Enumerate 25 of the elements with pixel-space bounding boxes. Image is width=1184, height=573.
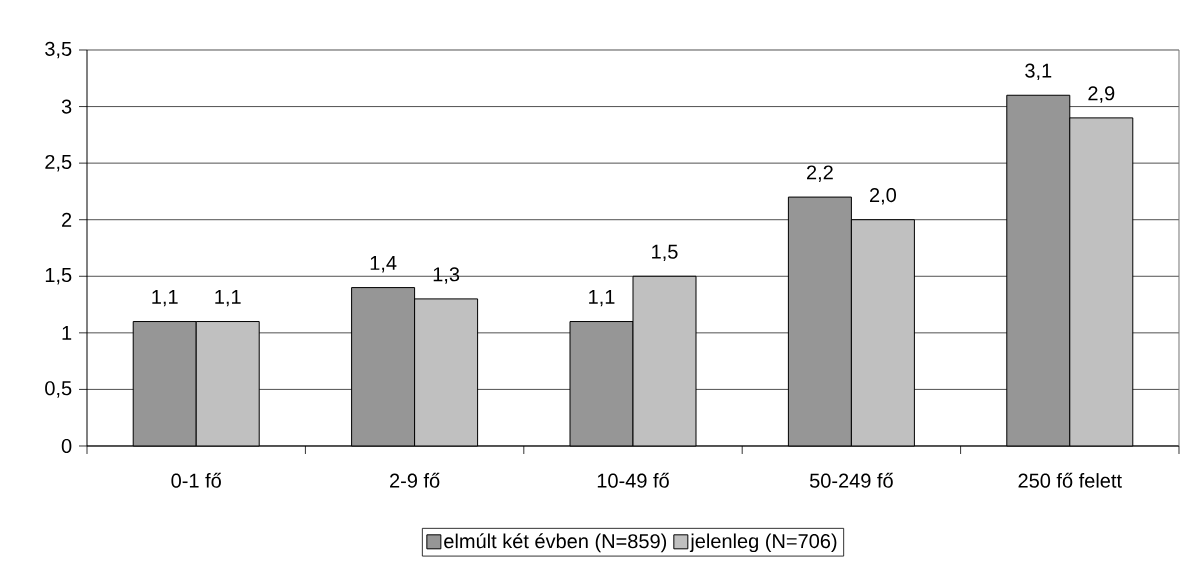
data-label: 3,1 bbox=[1025, 63, 1052, 81]
x-tick-label: 2-9 fő bbox=[390, 472, 440, 488]
data-label: 2,2 bbox=[807, 165, 833, 182]
x-tick-label: 10-49 fő bbox=[597, 472, 669, 488]
y-tick-label: 1,5 bbox=[45, 268, 72, 285]
data-label: 1,4 bbox=[370, 256, 397, 273]
y-tick-label: 3 bbox=[61, 99, 72, 114]
data-label: 1,1 bbox=[152, 290, 178, 307]
data-label: 1,1 bbox=[215, 290, 241, 307]
data-label: 2,9 bbox=[1088, 86, 1115, 103]
data-label: 1,5 bbox=[652, 244, 678, 262]
y-tick-label: 0,5 bbox=[45, 381, 72, 398]
data-label: 1,1 bbox=[589, 290, 615, 307]
y-tick-label: 3,5 bbox=[45, 41, 72, 59]
y-tick-label: 2 bbox=[62, 212, 72, 227]
data-label: 1,3 bbox=[433, 267, 460, 284]
legend-label: jelenleg (N=706) bbox=[689, 533, 837, 553]
data-label: 2,0 bbox=[870, 188, 897, 205]
legend-label: elmúlt két évben (N=859) bbox=[444, 533, 667, 553]
x-tick-label: 250 fő felett bbox=[1018, 472, 1122, 488]
x-tick-label: 0-1 fő bbox=[171, 472, 221, 488]
y-tick-label: 2,5 bbox=[45, 154, 72, 172]
y-tick-label: 0 bbox=[61, 438, 72, 454]
x-tick-label: 50-249 fő bbox=[809, 472, 893, 488]
y-tick-label: 1 bbox=[62, 325, 72, 340]
